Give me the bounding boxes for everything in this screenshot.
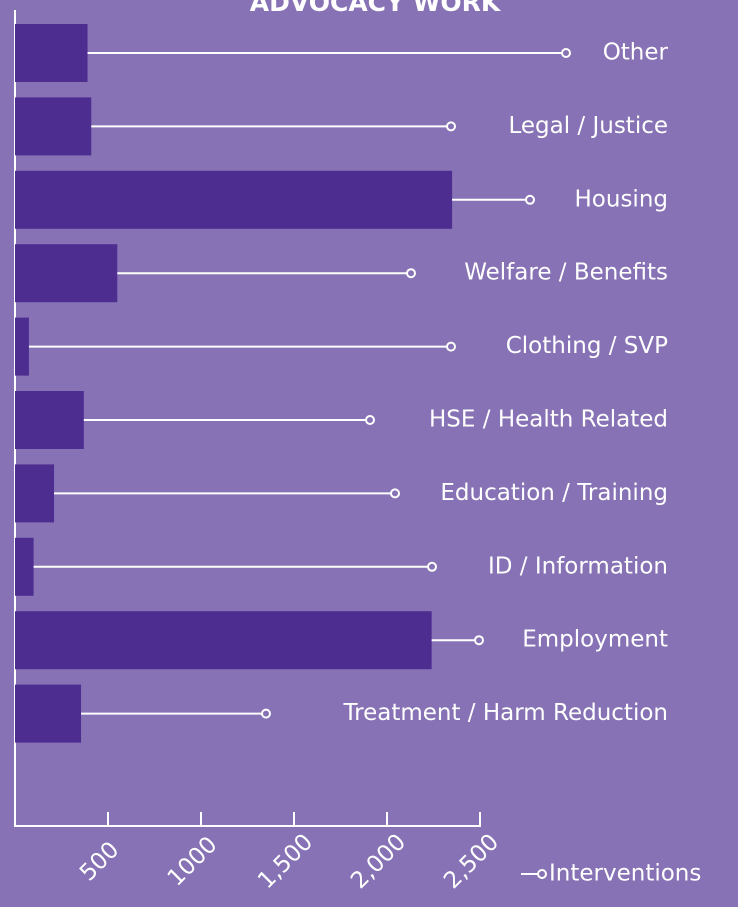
x-axis-label: Interventions bbox=[549, 861, 701, 887]
leader-dot bbox=[446, 341, 456, 352]
category-label: Welfare / Benefits bbox=[464, 260, 668, 286]
leader-dot bbox=[390, 488, 400, 499]
bar bbox=[15, 97, 92, 156]
leader-dot bbox=[261, 708, 271, 719]
leader-dot bbox=[474, 635, 484, 646]
bar bbox=[15, 317, 29, 376]
chart-title: ADVOCACY WORK bbox=[250, 0, 502, 17]
category-label: Treatment / Harm Reduction bbox=[342, 700, 668, 726]
bar bbox=[15, 611, 432, 670]
category-label: ID / Information bbox=[488, 553, 668, 579]
bar bbox=[15, 684, 82, 743]
category-label: Legal / Justice bbox=[508, 113, 668, 139]
category-label: Employment bbox=[522, 627, 668, 653]
leader-dot bbox=[427, 561, 437, 572]
leader-dot bbox=[406, 268, 416, 279]
category-label: Clothing / SVP bbox=[506, 333, 668, 359]
category-label: Other bbox=[603, 40, 669, 66]
leader-dot bbox=[561, 48, 571, 58]
bar bbox=[15, 24, 88, 82]
category-label: Housing bbox=[575, 186, 669, 212]
axis-label-dot bbox=[537, 869, 547, 879]
category-label: HSE / Health Related bbox=[429, 407, 668, 433]
bar bbox=[15, 464, 55, 523]
leader-dot bbox=[365, 415, 375, 425]
bar bbox=[15, 244, 118, 303]
bar bbox=[15, 537, 34, 596]
leader-dot bbox=[525, 194, 535, 205]
category-label: Education / Training bbox=[440, 480, 668, 506]
bar bbox=[15, 170, 453, 229]
bar bbox=[15, 391, 84, 449]
leader-dot bbox=[446, 121, 456, 132]
